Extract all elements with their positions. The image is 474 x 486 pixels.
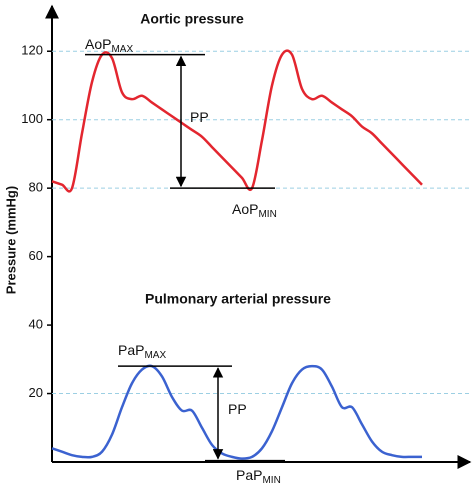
y-axis-label: Pressure (mmHg): [3, 186, 18, 294]
y-tick-label: 80: [29, 180, 43, 195]
annotation: AoPMIN: [232, 201, 277, 220]
y-tick-label: 40: [29, 317, 43, 332]
chart-title: Aortic pressure: [140, 11, 244, 27]
annotation: AoPMAX: [85, 36, 133, 55]
y-tick-label: 20: [29, 385, 43, 400]
annotation-text: PP: [228, 401, 247, 417]
annotation-subscript: MIN: [262, 475, 280, 486]
annotation: PP: [228, 401, 247, 417]
annotation-subscript: MAX: [111, 44, 133, 55]
annotation-subscript: MAX: [144, 350, 166, 361]
chart-subtitle: Pulmonary arterial pressure: [145, 291, 331, 307]
annotation-text: PP: [190, 109, 209, 125]
annotation-text: AoP: [85, 36, 111, 52]
annotation-subscript: MIN: [258, 209, 276, 220]
y-tick-label: 100: [21, 111, 43, 126]
series-line: [51, 364, 422, 460]
annotation-text: AoP: [232, 201, 258, 217]
series-line: [51, 49, 423, 193]
annotation: PP: [190, 109, 209, 125]
annotation-text: PaP: [118, 342, 144, 358]
annotation: PaPMIN: [236, 467, 281, 486]
y-tick-label: 60: [29, 248, 43, 263]
annotation-text: PaP: [236, 467, 262, 483]
annotation: PaPMAX: [118, 342, 166, 361]
y-tick-label: 120: [21, 43, 43, 58]
